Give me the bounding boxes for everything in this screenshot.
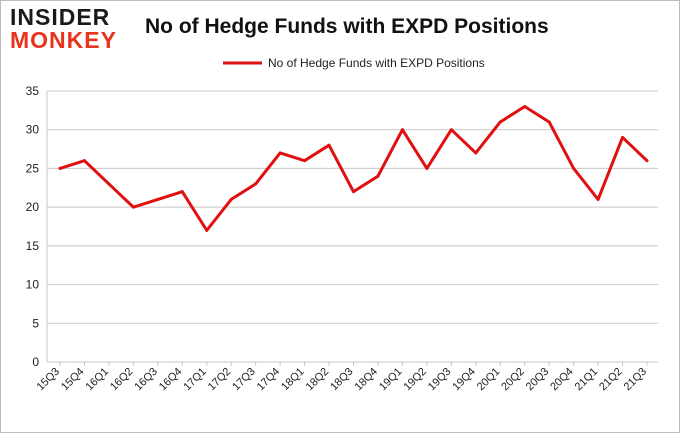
- data-point: [254, 182, 258, 186]
- data-point: [376, 174, 380, 178]
- data-point: [621, 135, 625, 139]
- x-tick-label: 19Q3: [426, 366, 454, 394]
- data-point: [449, 128, 453, 132]
- x-tick-label: 18Q3: [328, 366, 356, 394]
- x-tick-label: 18Q4: [353, 366, 381, 394]
- x-tick-label: 21Q1: [573, 366, 601, 394]
- x-tick-label: 20Q1: [475, 366, 503, 394]
- series-group: [58, 104, 649, 232]
- legend: No of Hedge Funds with EXPD Positions: [223, 56, 485, 70]
- data-point: [107, 182, 111, 186]
- data-point: [352, 190, 355, 194]
- gridlines: [46, 90, 658, 363]
- insider-monkey-logo: INSIDER MONKEY: [10, 6, 117, 52]
- data-point: [156, 197, 160, 201]
- data-point: [58, 166, 62, 170]
- data-point: [205, 228, 209, 232]
- x-tick-label: 15Q3: [35, 366, 63, 394]
- logo-line-1: INSIDER: [10, 4, 111, 30]
- data-point: [547, 120, 551, 124]
- chart-title: No of Hedge Funds with EXPD Positions: [145, 15, 549, 38]
- x-tick-label: 19Q4: [450, 366, 478, 394]
- data-point: [498, 120, 502, 124]
- y-tick-label: 15: [26, 239, 40, 253]
- x-tick-label: 17Q2: [206, 366, 234, 394]
- x-tick-label: 19Q1: [377, 366, 405, 394]
- y-tick-label: 35: [26, 84, 40, 98]
- x-tick-label: 18Q2: [304, 366, 332, 394]
- data-point: [523, 104, 527, 108]
- x-tick-label: 15Q4: [59, 366, 87, 394]
- data-point: [572, 166, 576, 170]
- x-tick-label: 21Q2: [597, 366, 625, 394]
- data-point: [303, 159, 307, 163]
- y-axis-ticks: 0 5 10 15 20 25 30 35: [26, 84, 40, 369]
- data-point: [180, 190, 184, 194]
- data-point: [400, 128, 404, 132]
- x-tick-label: 20Q4: [548, 366, 576, 394]
- x-tick-label: 18Q1: [279, 366, 307, 394]
- x-tick-label: 17Q3: [230, 366, 258, 394]
- data-point: [327, 143, 331, 147]
- x-tick-label: 16Q4: [157, 366, 185, 394]
- logo-line-2: MONKEY: [10, 27, 117, 53]
- data-point: [82, 159, 86, 163]
- data-point: [425, 166, 429, 170]
- legend-label: No of Hedge Funds with EXPD Positions: [268, 56, 485, 70]
- y-tick-label: 30: [26, 123, 40, 137]
- data-point: [229, 197, 233, 201]
- x-tick-label: 17Q1: [181, 366, 209, 394]
- x-tick-label: 16Q2: [108, 366, 136, 394]
- y-tick-label: 5: [32, 316, 39, 330]
- data-point: [645, 159, 649, 163]
- x-tick-label: 16Q1: [84, 366, 112, 394]
- x-tick-label: 20Q2: [499, 366, 527, 394]
- data-point: [131, 205, 135, 209]
- data-point: [474, 151, 478, 155]
- data-point: [596, 197, 600, 201]
- x-tick-label: 17Q4: [255, 366, 283, 394]
- x-tick-label: 20Q3: [524, 366, 552, 394]
- x-tick-label: 21Q3: [622, 366, 650, 394]
- y-tick-label: 10: [26, 278, 40, 292]
- x-tick-label: 16Q3: [132, 366, 160, 394]
- y-tick-label: 25: [26, 161, 40, 175]
- data-point: [278, 151, 282, 155]
- y-tick-label: 20: [26, 200, 40, 214]
- x-axis-ticks: 15Q315Q416Q116Q216Q316Q417Q117Q217Q317Q4…: [35, 362, 650, 394]
- x-tick-label: 19Q2: [401, 366, 429, 394]
- y-tick-label: 0: [32, 355, 39, 369]
